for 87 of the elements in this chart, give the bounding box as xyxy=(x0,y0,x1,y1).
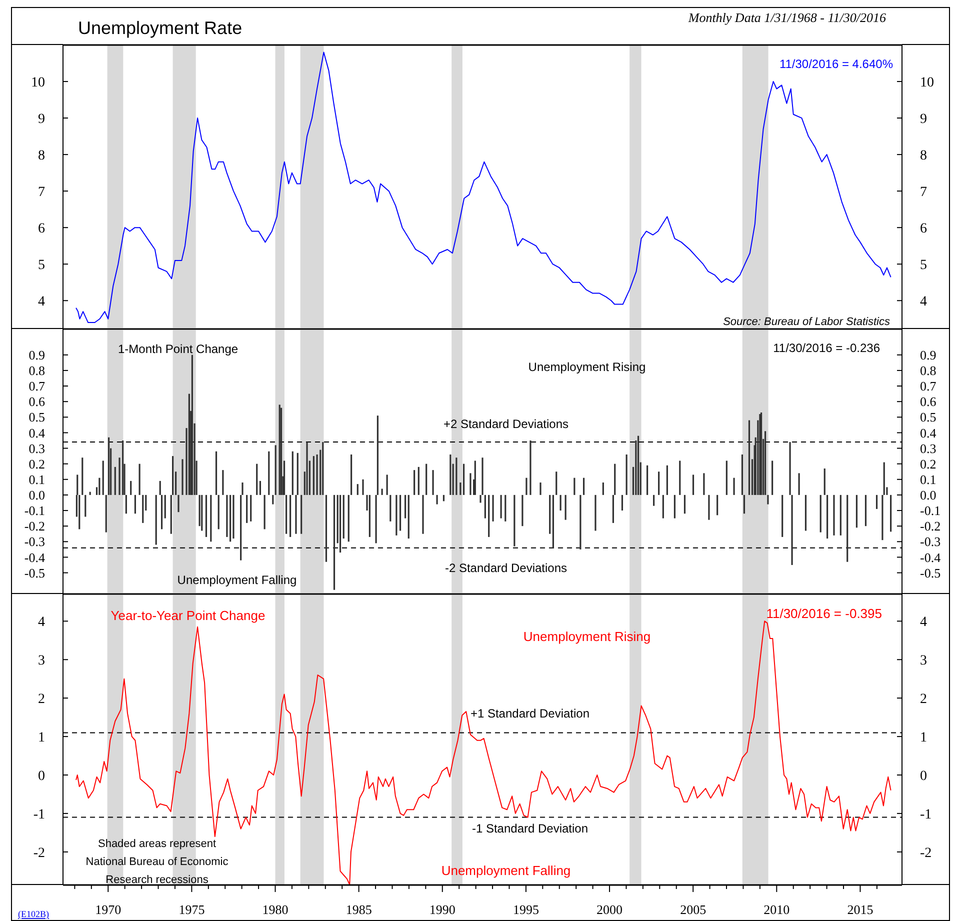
x-tick-label: 1975 xyxy=(178,902,205,917)
y2-tick-label: 0.4 xyxy=(920,425,937,440)
y2-tick-label: -0.3 xyxy=(920,534,941,550)
y-tick-label: -0.2 xyxy=(24,518,45,534)
y-tick-label: -0.3 xyxy=(24,534,45,550)
chart-title: Unemployment Rate xyxy=(78,18,242,38)
y-tick-label: 1 xyxy=(38,730,45,746)
y-tick-label: 0.7 xyxy=(28,378,46,394)
y-tick-label: -2 xyxy=(33,846,45,861)
y2-tick-label: 0.5 xyxy=(920,410,936,425)
annotation: 11/30/2016 = -0.395 xyxy=(766,606,882,621)
text: 1-Month Point Change xyxy=(118,342,238,356)
ref-line-label: -2 Standard Deviations xyxy=(444,560,568,575)
y-tick-label: 3 xyxy=(38,654,45,669)
y-tick-label: 0 xyxy=(38,768,45,784)
y2-tick-label: 0.8 xyxy=(920,363,936,378)
y-tick-label: -0.4 xyxy=(24,550,46,565)
x-tick-label: 2015 xyxy=(847,902,874,917)
y-tick-label: 2 xyxy=(38,692,45,707)
y2-tick-label: 0.7 xyxy=(920,378,937,394)
y-tick-label: 0.5 xyxy=(28,410,45,425)
y2-tick-label: 6 xyxy=(920,221,927,236)
y2-tick-label: -0.5 xyxy=(920,565,941,580)
y-tick-label: 8 xyxy=(38,148,45,164)
annotation: Unemployment Falling xyxy=(441,863,571,878)
text: (E102B) xyxy=(18,909,49,919)
y-tick-label: 0.8 xyxy=(28,363,45,378)
y2-tick-label: 9 xyxy=(920,112,927,127)
annotation: 11/30/2016 = -0.236 xyxy=(773,341,880,355)
annotation: Unemployment Falling xyxy=(177,573,297,587)
y2-tick-label: 1 xyxy=(920,730,927,746)
x-tick-label: 1995 xyxy=(512,902,539,917)
y2-tick-label: 0.6 xyxy=(920,394,937,410)
x-tick-label: 2000 xyxy=(596,902,623,917)
y2-tick-label: 3 xyxy=(920,654,927,669)
y-tick-label: 0.1 xyxy=(28,472,45,487)
y2-tick-label: -0.1 xyxy=(920,503,941,518)
y-tick-label: -1 xyxy=(33,807,45,822)
x-tick-label: 2010 xyxy=(764,902,790,917)
annotation: Unemployment Rising xyxy=(528,360,646,374)
x-tick-label: 1985 xyxy=(346,902,372,917)
y-tick-label: 5 xyxy=(38,258,45,273)
y2-tick-label: 7 xyxy=(920,184,927,200)
y2-tick-label: 2 xyxy=(920,692,927,707)
y2-tick-label: 0 xyxy=(920,768,927,784)
y-tick-label: 4 xyxy=(38,615,45,630)
x-tick-label: 1990 xyxy=(429,902,456,917)
y-tick-label: 7 xyxy=(38,184,45,200)
y2-tick-label: 5 xyxy=(920,258,927,273)
y2-tick-label: 4 xyxy=(920,294,927,310)
annotation: Source: Bureau of Labor Statistics xyxy=(723,316,890,328)
annotation: Shaded areas represent National Bureau of Economic Research recessions xyxy=(86,838,229,886)
ref-line-label: -1 Standard Deviation xyxy=(472,821,588,836)
x-tick-label: 1970 xyxy=(95,902,122,917)
y-tick-label: 0.6 xyxy=(28,394,46,410)
y-tick-label: 9 xyxy=(38,112,45,127)
y2-tick-label: -0.4 xyxy=(920,550,942,565)
x-tick-label: 1980 xyxy=(262,902,288,917)
y-tick-label: 6 xyxy=(38,221,45,236)
text: Year-to-Year Point Change xyxy=(110,608,266,623)
y-tick-label: 4 xyxy=(38,294,45,310)
y2-tick-label: -0.2 xyxy=(920,518,941,534)
y2-tick-label: 0.0 xyxy=(920,488,936,503)
y-tick-label: 0.2 xyxy=(28,456,45,472)
ref-line-label: +1 Standard Deviation xyxy=(470,706,590,721)
annotation: Unemployment Rising xyxy=(523,629,651,644)
y2-tick-label: -2 xyxy=(920,846,932,861)
line-series xyxy=(76,52,892,324)
y2-tick-label: 0.1 xyxy=(920,472,936,487)
y-tick-label: 0.0 xyxy=(28,488,45,503)
y-tick-label: 10 xyxy=(31,75,45,90)
y2-tick-label: 0.9 xyxy=(920,347,936,362)
y-tick-label: -0.5 xyxy=(24,565,45,580)
y2-tick-label: 0.3 xyxy=(920,440,936,456)
y2-tick-label: -1 xyxy=(920,807,932,822)
y2-tick-label: 8 xyxy=(920,148,927,164)
y-tick-label: 0.9 xyxy=(28,347,45,362)
x-tick-label: 2005 xyxy=(680,902,706,917)
ref-line-label: +2 Standard Deviations xyxy=(443,417,569,432)
chart-subtitle: Monthly Data 1/31/1968 - 11/30/2016 xyxy=(687,10,886,25)
y2-tick-label: 0.2 xyxy=(920,456,936,472)
annotation: 11/30/2016 = 4.640% xyxy=(779,57,894,71)
y2-tick-label: 4 xyxy=(920,615,927,630)
y-tick-label: 0.4 xyxy=(28,425,46,440)
y-tick-label: -0.1 xyxy=(24,503,45,518)
y-tick-label: 0.3 xyxy=(28,440,45,456)
y2-tick-label: 10 xyxy=(920,75,934,90)
